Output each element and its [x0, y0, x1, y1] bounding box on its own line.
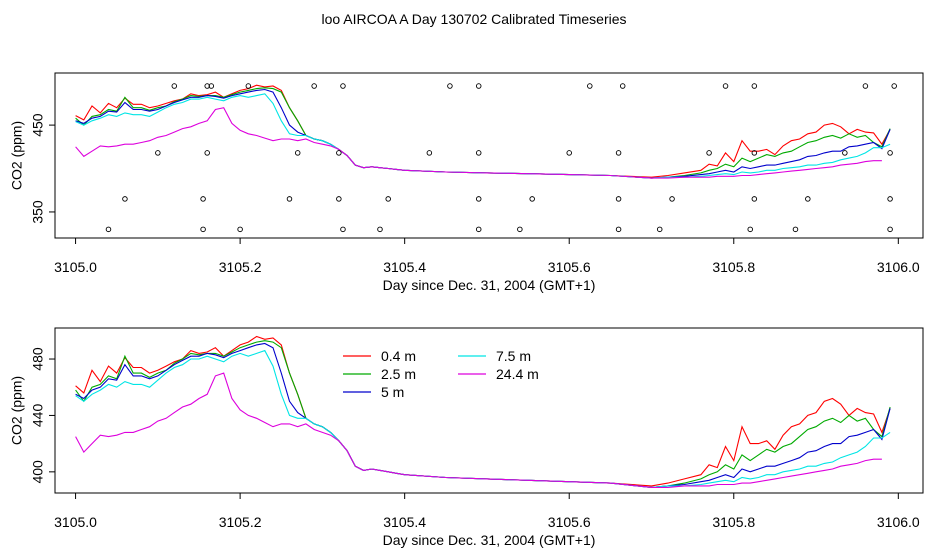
data-point-marker — [475, 226, 482, 233]
data-point-marker — [155, 150, 161, 156]
data-point-marker — [805, 196, 811, 202]
data-point-marker — [862, 83, 869, 89]
legend-label: 2.5 m — [381, 366, 416, 382]
data-point-marker — [619, 83, 626, 89]
data-point-marker — [171, 83, 178, 89]
data-point-marker — [340, 83, 346, 89]
data-point-marker — [751, 150, 758, 156]
data-point-marker — [475, 83, 482, 89]
data-point-marker — [122, 196, 128, 202]
data-point-marker — [722, 83, 729, 89]
legend-label: 7.5 m — [496, 348, 531, 364]
x-axis-label: Day since Dec. 31, 2004 (GMT+1) — [383, 532, 596, 548]
data-point-marker — [377, 226, 383, 233]
x-tick-label: 3105.4 — [383, 514, 426, 530]
x-tick-label: 3105.0 — [54, 259, 97, 275]
data-point-marker — [336, 196, 342, 202]
x-tick-label: 3105.6 — [548, 514, 591, 530]
data-point-marker — [887, 196, 893, 202]
data-point-marker — [245, 83, 252, 89]
legend-label: 24.4 m — [496, 366, 539, 382]
data-point-marker — [426, 150, 433, 156]
y-axis-label: CO2 (ppm) — [9, 121, 25, 190]
data-point-marker — [887, 150, 893, 156]
y-tick-label: 480 — [30, 347, 46, 371]
x-tick-label: 3105.2 — [219, 514, 262, 530]
x-tick-label: 3105.0 — [54, 514, 97, 530]
data-point-marker — [208, 83, 215, 89]
plot-frame — [54, 72, 924, 239]
data-point-marker — [286, 196, 293, 202]
y-tick-label: 450 — [30, 113, 46, 137]
x-tick-label: 3106.0 — [877, 259, 920, 275]
data-point-marker — [204, 150, 210, 156]
data-point-marker — [751, 196, 758, 202]
data-point-marker — [294, 150, 301, 156]
y-tick-label: 440 — [30, 404, 46, 428]
series-line-7-5-m — [75, 349, 891, 488]
figure-title: loo AIRCOA A Day 130702 Calibrated Times… — [321, 11, 626, 27]
data-point-marker — [340, 226, 346, 233]
series-line-24-4-m — [75, 372, 882, 488]
data-point-marker — [385, 196, 391, 202]
legend-label: 5 m — [381, 384, 404, 400]
y-axis-label: CO2 (ppm) — [9, 376, 25, 445]
data-point-marker — [669, 196, 675, 202]
data-point-marker — [200, 226, 206, 233]
data-point-marker — [615, 150, 622, 156]
data-point-marker — [237, 226, 243, 233]
x-tick-label: 3105.4 — [383, 259, 426, 275]
x-tick-label: 3105.8 — [712, 514, 755, 530]
plot-frame — [54, 327, 924, 494]
series-line-5-m — [75, 342, 891, 488]
data-point-marker — [200, 196, 206, 202]
chart-panel-bottom: 3105.0 3105.2 3105.4 3105.6 3105.8 3106.0 400 4… — [9, 327, 924, 548]
x-tick-label: 3106.0 — [877, 514, 920, 530]
series-line-5-m — [75, 88, 891, 179]
data-point-marker — [529, 196, 535, 202]
data-point-marker — [615, 196, 622, 202]
series-line-2-5-m — [75, 340, 891, 488]
data-point-marker — [336, 150, 342, 156]
data-point-marker — [615, 226, 622, 233]
data-point-marker — [105, 226, 112, 233]
data-point-marker — [842, 150, 848, 156]
chart-panel-top: 3105.0 3105.2 3105.4 3105.6 3105.8 3106.0 350 4… — [9, 72, 924, 293]
data-point-marker — [706, 150, 712, 156]
data-point-marker — [475, 150, 482, 156]
data-point-marker — [747, 226, 753, 233]
y-tick-label: 350 — [30, 200, 46, 224]
y-tick-label: 400 — [30, 460, 46, 484]
data-point-marker — [447, 83, 453, 89]
data-point-marker — [311, 83, 317, 89]
data-point-marker — [475, 196, 482, 202]
data-point-marker — [792, 226, 799, 233]
data-point-marker — [891, 83, 897, 89]
data-point-marker — [517, 226, 523, 233]
series-line-24-4-m — [75, 107, 882, 179]
legend-label: 0.4 m — [381, 348, 416, 364]
x-tick-label: 3105.2 — [219, 259, 262, 275]
data-point-marker — [587, 83, 593, 89]
data-point-marker — [566, 150, 572, 156]
data-point-marker — [656, 226, 663, 233]
x-axis-label: Day since Dec. 31, 2004 (GMT+1) — [383, 277, 596, 293]
x-tick-label: 3105.8 — [712, 259, 755, 275]
data-point-marker — [204, 83, 210, 89]
data-point-marker — [751, 83, 758, 89]
x-tick-label: 3105.6 — [548, 259, 591, 275]
data-point-marker — [887, 226, 893, 233]
